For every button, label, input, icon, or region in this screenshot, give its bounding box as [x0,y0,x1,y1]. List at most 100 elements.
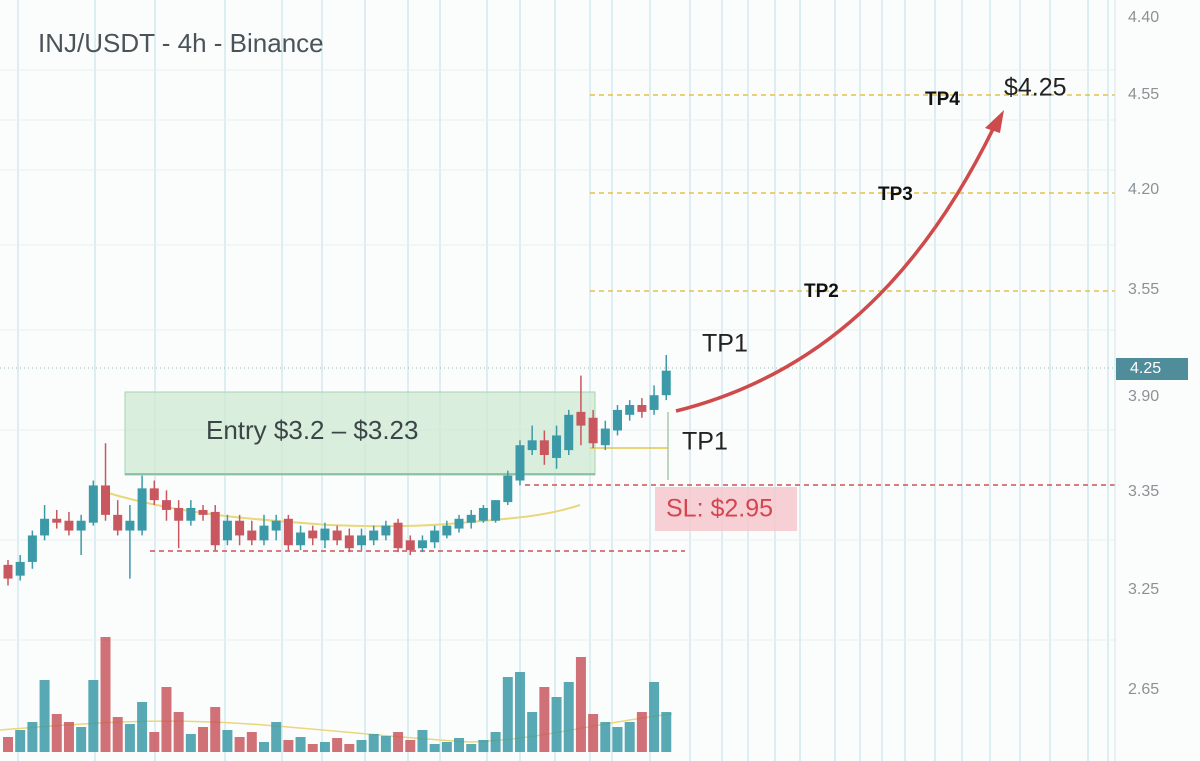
candle-body [101,485,111,515]
volume-bar [429,744,440,752]
candle-body [235,520,245,536]
candle-body [491,500,501,521]
volume-bar [88,680,99,752]
candle-body [210,511,220,546]
volume-bar [319,742,330,752]
volume-bar [368,734,379,752]
target-label: $4.25 [1004,74,1067,102]
volume-bar [600,722,611,752]
candle-body [332,530,342,541]
candle-body [40,518,50,536]
volume-bar [514,672,525,752]
price-label: 4.20 [1128,181,1159,198]
candle-body [454,518,464,529]
target-lines [590,94,1115,292]
tp4-label: TP4 [925,89,960,110]
candle-body [637,405,647,412]
candle-body [320,528,330,541]
entry-label: Entry $3.2 – $3.23 [206,415,418,445]
candle-body [174,507,184,521]
volume-bar [149,732,160,752]
candle-body [430,530,440,543]
volume-bar [222,730,233,752]
projection-arrow [675,124,997,413]
candle-body [3,564,13,579]
volume-bar [405,740,416,752]
candle-body [564,414,574,451]
volume-bars [3,637,672,752]
candle-body [625,405,635,415]
volume-bar [563,682,574,752]
volume-bar [210,707,221,752]
volume-bar [575,657,586,752]
candle-body [88,485,98,523]
volume-bar [478,740,489,752]
volume-bar [454,738,465,752]
volume-bar [185,734,196,752]
volume-bar [417,730,428,752]
volume-bar [588,714,599,752]
candle-body [198,509,208,515]
volume-bar [441,742,452,752]
candle-body [417,540,427,549]
volume-bar [661,712,672,752]
volume-bar [502,677,513,752]
volume-bar [161,687,172,752]
candle-body [369,530,379,541]
tp1-lower-label: TP1 [682,428,728,456]
volume-bar [332,738,343,752]
candle-body [296,532,306,546]
volume-bar [624,722,635,752]
candle-body [357,535,367,546]
candle-body [15,561,25,576]
volume-bar [271,722,282,752]
sl-box [655,487,797,531]
volume-bar [307,744,318,752]
candle-body [113,514,123,531]
price-axis [1115,0,1200,761]
candle-body [137,488,147,531]
candle-body [539,440,549,456]
volume-bar [76,727,87,752]
candle-body [27,535,37,562]
candle-body [515,445,525,481]
candle-body [649,395,659,410]
volume-bar [380,736,391,752]
tp2-label: TP2 [804,281,839,302]
candle-body [52,518,62,523]
tp1-upper-label: TP1 [702,330,748,358]
candle-body [478,507,488,521]
tp3-label: TP3 [878,184,913,205]
candles [3,355,671,586]
volume-bar [173,712,184,752]
chart-title: INJ/USDT - 4h - Binance [38,28,324,58]
volume-bar [63,722,74,752]
current-price-box [1116,358,1188,380]
price-label: 3.25 [1128,581,1159,598]
volume-bar [393,732,404,752]
volume-bar [612,727,623,752]
volume-bar [100,637,111,752]
volume-bar [51,714,62,752]
candle-body [247,530,257,541]
volume-bar [539,687,550,752]
volume-bar [198,727,209,752]
volume-bar [636,712,647,752]
volume-bar [356,740,367,752]
candle-body [186,507,196,521]
grid [0,0,1115,761]
volume-bar [551,697,562,752]
price-label: 4.55 [1128,86,1159,103]
candle-body [552,435,562,458]
candle-body [149,488,159,501]
candle-body [222,520,232,541]
stop-lines [150,484,1115,552]
candle-body [344,535,354,549]
volume-bar [283,740,294,752]
price-label: 4.40 [1128,9,1159,26]
volume-bar [112,717,123,752]
price-axis-labels: 4.40 4.55 4.20 3.55 4.25 3.90 3.35 3.25 2.65 [1116,9,1188,698]
price-label: 2.65 [1128,681,1159,698]
price-label: 3.35 [1128,483,1159,500]
